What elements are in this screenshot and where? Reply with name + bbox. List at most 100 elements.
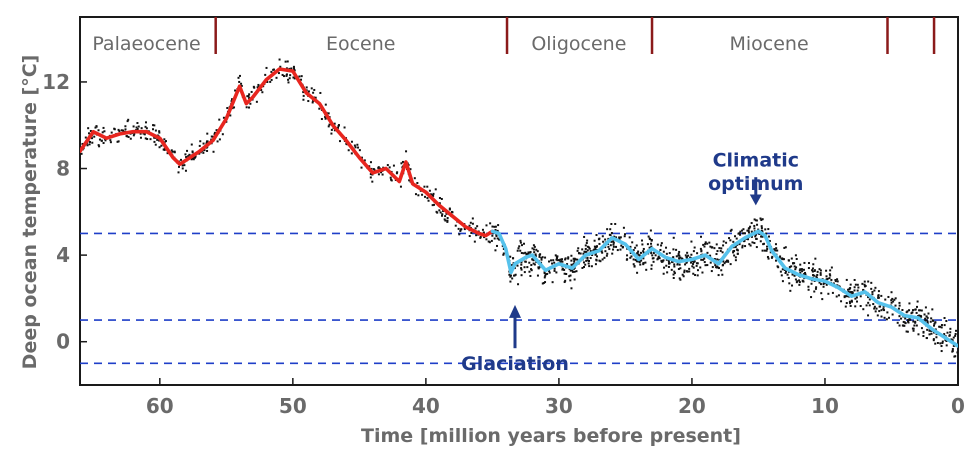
raw-point xyxy=(612,243,615,246)
raw-point xyxy=(211,135,214,138)
raw-point xyxy=(622,226,625,229)
raw-point xyxy=(238,74,241,77)
raw-point xyxy=(542,281,545,284)
raw-point xyxy=(546,272,549,275)
raw-point xyxy=(184,153,187,156)
raw-point xyxy=(573,260,576,263)
raw-point xyxy=(132,134,135,137)
raw-point xyxy=(787,259,790,262)
raw-point xyxy=(894,297,897,300)
raw-point xyxy=(158,131,161,134)
raw-point xyxy=(908,302,911,305)
raw-point xyxy=(337,125,340,128)
raw-point xyxy=(692,272,695,275)
raw-point xyxy=(606,228,609,231)
raw-point xyxy=(681,257,684,260)
raw-point xyxy=(508,255,511,258)
raw-point xyxy=(494,225,497,228)
raw-point xyxy=(915,324,918,327)
raw-point xyxy=(828,273,831,276)
raw-point xyxy=(122,129,125,132)
raw-point xyxy=(941,340,944,343)
raw-point xyxy=(524,251,527,254)
raw-point xyxy=(153,140,156,143)
raw-point xyxy=(729,263,732,266)
raw-point xyxy=(930,329,933,332)
raw-point xyxy=(628,236,631,239)
raw-point xyxy=(544,273,547,276)
raw-point xyxy=(595,259,598,262)
raw-point xyxy=(753,227,756,230)
raw-point xyxy=(444,215,447,218)
raw-point xyxy=(715,266,718,269)
raw-point xyxy=(629,245,632,248)
raw-point xyxy=(846,294,849,297)
raw-point xyxy=(313,88,316,91)
raw-point xyxy=(282,75,285,78)
raw-point xyxy=(190,158,193,161)
raw-point xyxy=(704,242,707,245)
raw-point xyxy=(898,324,901,327)
raw-point xyxy=(660,242,663,245)
raw-point xyxy=(650,267,653,270)
raw-point xyxy=(767,228,770,231)
raw-point xyxy=(140,127,143,130)
raw-point xyxy=(776,249,779,252)
raw-point xyxy=(533,263,536,266)
raw-point xyxy=(699,247,702,250)
raw-point xyxy=(468,235,471,238)
raw-point xyxy=(692,266,695,269)
raw-point xyxy=(728,237,731,240)
raw-point xyxy=(591,253,594,256)
raw-point xyxy=(311,101,314,104)
raw-point xyxy=(946,331,949,334)
raw-point xyxy=(943,333,946,336)
raw-point xyxy=(293,67,296,70)
raw-point xyxy=(706,264,709,267)
raw-point xyxy=(583,265,586,268)
raw-point xyxy=(683,271,686,274)
raw-point xyxy=(604,250,607,253)
raw-point xyxy=(925,315,928,318)
raw-point xyxy=(704,264,707,267)
raw-point xyxy=(715,243,718,246)
raw-point xyxy=(920,309,923,312)
raw-point xyxy=(882,305,885,308)
raw-point xyxy=(356,143,359,146)
raw-point xyxy=(310,87,313,90)
raw-point xyxy=(538,255,541,258)
raw-point xyxy=(417,194,420,197)
raw-point xyxy=(330,132,333,135)
raw-point xyxy=(620,244,623,247)
raw-point xyxy=(493,225,496,228)
raw-point xyxy=(902,320,905,323)
optimum-arrow-head xyxy=(749,194,762,206)
raw-point xyxy=(911,327,914,330)
raw-point xyxy=(601,258,604,261)
epoch-label-miocene: Miocene xyxy=(730,33,809,55)
raw-point xyxy=(530,268,533,271)
raw-point xyxy=(502,247,505,250)
raw-point xyxy=(594,253,597,256)
raw-point xyxy=(854,283,857,286)
annotation-climatic: Climatic xyxy=(713,149,799,171)
raw-point xyxy=(711,266,714,269)
raw-point xyxy=(933,322,936,325)
raw-point xyxy=(610,240,613,243)
raw-point xyxy=(386,164,389,167)
raw-point xyxy=(553,267,556,270)
raw-point xyxy=(293,69,296,72)
raw-point xyxy=(785,270,788,273)
raw-point xyxy=(934,342,937,345)
raw-point xyxy=(541,256,544,259)
y-tick-label-4: 4 xyxy=(56,243,70,267)
raw-point xyxy=(710,270,713,273)
raw-point xyxy=(471,222,474,225)
raw-point xyxy=(938,325,941,328)
raw-point xyxy=(656,258,659,261)
raw-point xyxy=(689,256,692,259)
raw-point xyxy=(601,251,604,254)
raw-point xyxy=(886,311,889,314)
raw-point xyxy=(788,265,791,268)
raw-point xyxy=(556,256,559,259)
